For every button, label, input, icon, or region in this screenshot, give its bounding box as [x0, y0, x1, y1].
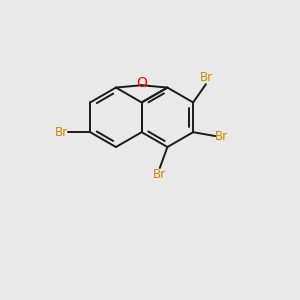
- Text: Br: Br: [55, 126, 68, 139]
- Text: Br: Br: [200, 71, 212, 84]
- Text: Br: Br: [215, 130, 228, 142]
- Text: Br: Br: [153, 168, 167, 181]
- Text: O: O: [136, 76, 147, 90]
